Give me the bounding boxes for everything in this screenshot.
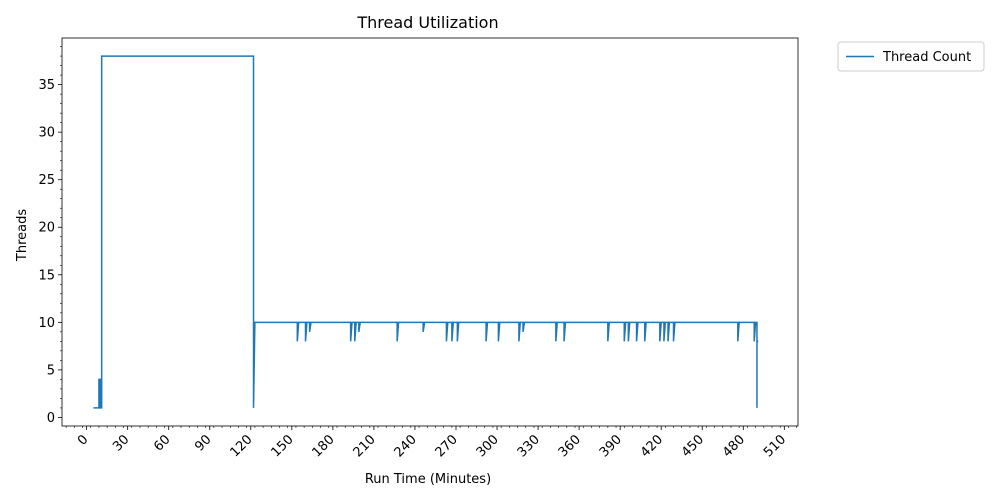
x-tick-label: 300 [474, 432, 502, 460]
x-axis-title: Run Time (Minutes) [365, 472, 491, 487]
x-tick-label: 330 [515, 432, 543, 460]
y-tick-label: 30 [38, 126, 55, 141]
legend: Thread Count [837, 41, 985, 72]
x-tick-label: 390 [597, 432, 625, 460]
x-tick-label: 240 [392, 432, 420, 460]
x-tick-label: 420 [638, 432, 666, 460]
y-tick-label: 25 [38, 173, 55, 188]
x-tick-label: 180 [310, 432, 338, 460]
y-tick-label: 20 [38, 221, 55, 236]
y-tick-label: 35 [38, 78, 55, 93]
x-tick-label: 0 [75, 432, 91, 448]
x-tick-label: 270 [433, 432, 461, 460]
legend-frame [837, 41, 985, 72]
x-tick-label: 30 [110, 432, 132, 454]
x-tick-label: 120 [227, 432, 255, 460]
y-tick-label: 5 [47, 363, 55, 378]
x-axis: 0 30 60 90 120 150 180 210 240 270 300 330 360 390 420… [65, 426, 797, 460]
x-tick-label: 60 [151, 432, 173, 454]
legend-label: Thread Count [882, 50, 971, 65]
x-tick-label: 510 [761, 432, 789, 460]
chart-title: Thread Utilization [356, 13, 498, 32]
x-tick-label: 150 [268, 432, 296, 460]
y-axis: 0 5 10 15 20 25 30 35 [38, 46, 62, 426]
y-tick-label: 15 [38, 268, 55, 283]
y-tick-label: 10 [38, 316, 55, 331]
y-axis-title: Threads [15, 209, 30, 262]
x-tick-label: 210 [351, 432, 379, 460]
x-tick-label: 480 [720, 432, 748, 460]
x-tick-label: 450 [679, 432, 707, 460]
x-tick-label: 360 [556, 432, 584, 460]
plot-series [93, 55, 759, 409]
y-tick-label: 0 [47, 411, 55, 426]
x-tick-label: 90 [192, 432, 214, 454]
series-line [93, 55, 759, 409]
plot-frame [61, 37, 799, 427]
